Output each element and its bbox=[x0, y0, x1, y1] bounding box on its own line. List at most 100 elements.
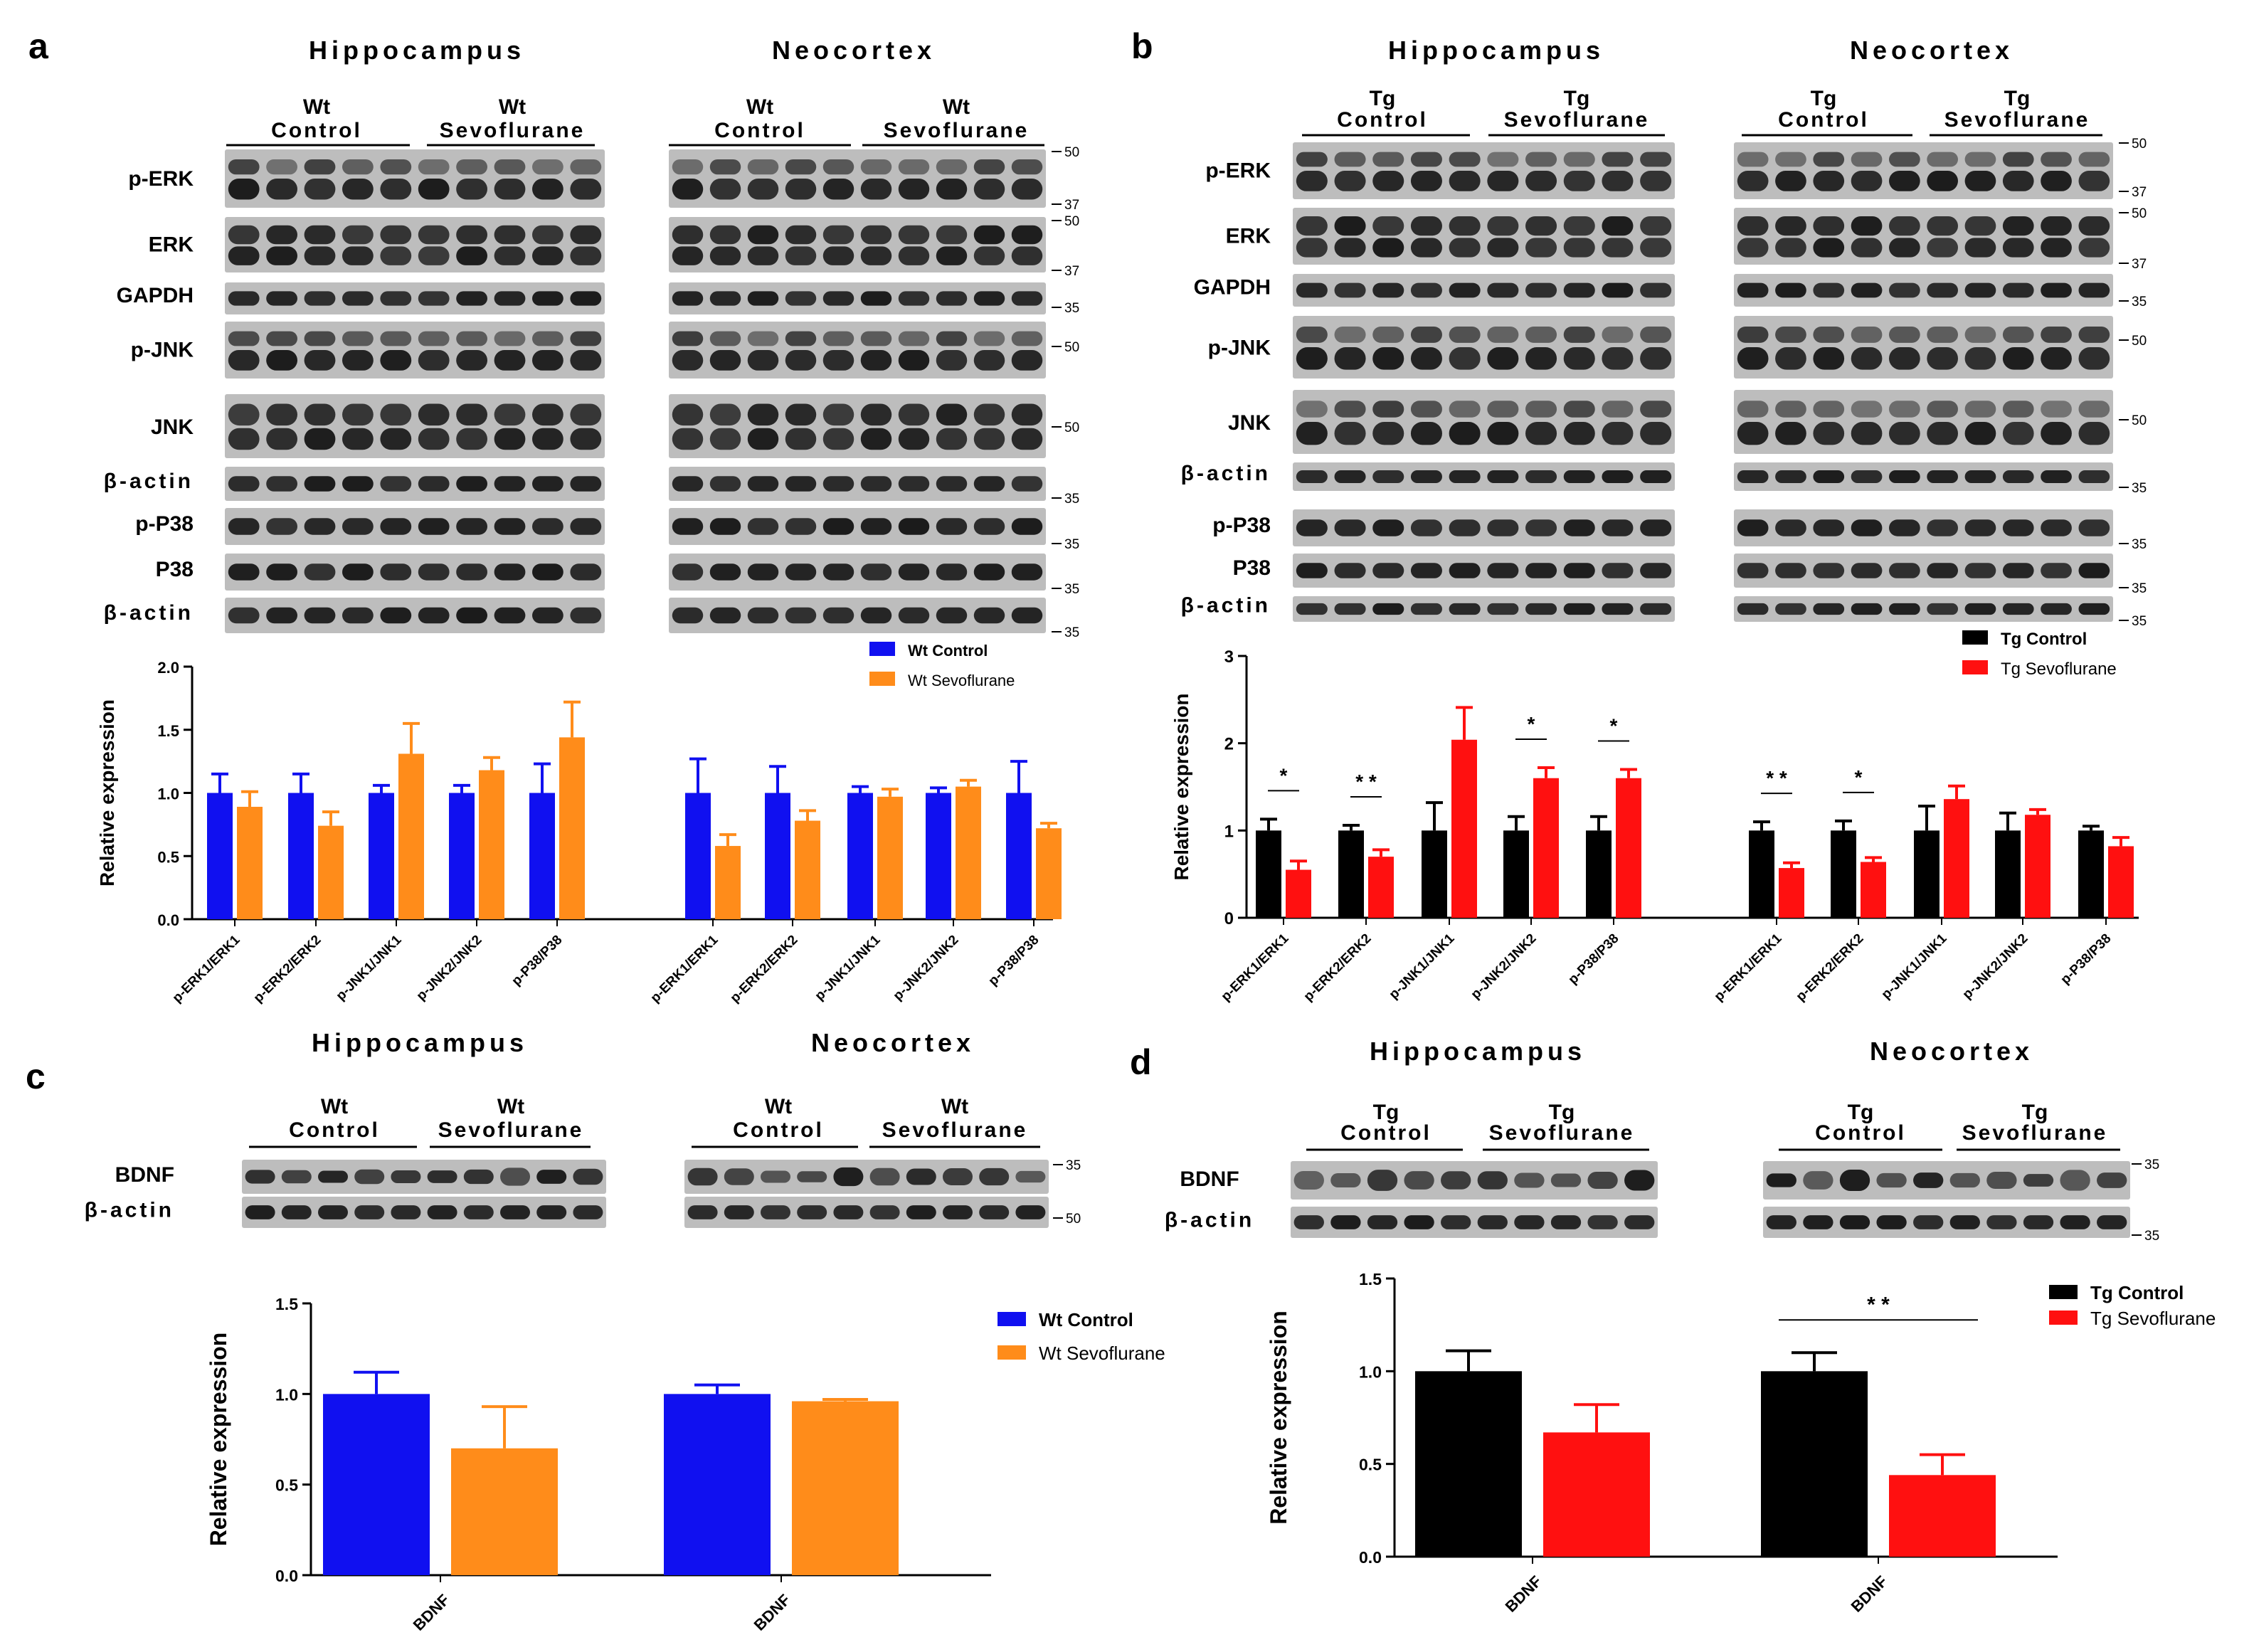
legend-label: Tg Sevoflurane bbox=[2001, 660, 2117, 679]
group-label-genotype: Tg bbox=[1549, 1101, 1575, 1124]
blot-band bbox=[709, 518, 741, 535]
blot-band bbox=[456, 225, 487, 245]
blot-band bbox=[342, 291, 374, 306]
blot-band bbox=[822, 518, 854, 535]
blot-band bbox=[1550, 1173, 1582, 1187]
western-blot-strip bbox=[1291, 1161, 1658, 1200]
blot-row-label: P38 bbox=[156, 558, 194, 581]
blot-band bbox=[1487, 152, 1519, 167]
blot-band bbox=[1525, 519, 1557, 536]
blot-band bbox=[266, 331, 297, 346]
blot-band bbox=[1640, 238, 1672, 258]
blot-band bbox=[1563, 216, 1595, 236]
blot-band bbox=[304, 246, 336, 265]
blot-background bbox=[669, 598, 1046, 633]
legend-swatch bbox=[869, 642, 895, 656]
blot-band bbox=[1563, 563, 1595, 578]
blot-band bbox=[1851, 171, 1883, 191]
blot-band bbox=[380, 246, 412, 265]
blot-background bbox=[1734, 274, 2113, 307]
group-label-treatment: Sevoflurane bbox=[1962, 1121, 2108, 1145]
bar-control bbox=[1338, 830, 1364, 918]
blot-band bbox=[973, 179, 1005, 200]
region-title: Neocortex bbox=[811, 1028, 975, 1057]
blot-band bbox=[281, 1205, 312, 1219]
bar-sevoflurane bbox=[479, 770, 504, 919]
blot-band bbox=[785, 350, 817, 371]
blot-band bbox=[2041, 563, 2072, 578]
blot-band bbox=[2078, 401, 2110, 418]
blot-row-label: p-P38 bbox=[135, 512, 194, 536]
western-blot-strip bbox=[1293, 142, 1675, 199]
blot-band bbox=[1449, 238, 1481, 258]
blot-band bbox=[532, 428, 563, 450]
group-label-treatment: Control bbox=[1778, 108, 1869, 132]
blot-band bbox=[785, 518, 817, 535]
y-tick-label: 0.5 bbox=[1359, 1456, 1382, 1474]
group-label-treatment: Control bbox=[289, 1118, 380, 1142]
y-tick-label: 1.0 bbox=[275, 1385, 298, 1404]
blot-band bbox=[418, 476, 450, 492]
region-title: Neocortex bbox=[772, 36, 936, 65]
bar-sevoflurane bbox=[715, 846, 741, 919]
mw-marker-label: 50 bbox=[2132, 206, 2147, 221]
blot-band bbox=[418, 563, 450, 581]
blot-band bbox=[724, 1168, 754, 1185]
blot-band bbox=[1737, 152, 1769, 167]
x-tick-label: p-JNK2/JNK2 bbox=[891, 933, 962, 1004]
blot-band bbox=[1640, 216, 1672, 236]
blot-band bbox=[747, 225, 779, 245]
blot-band bbox=[1913, 1172, 1944, 1188]
blot-band bbox=[2078, 216, 2110, 236]
blot-background bbox=[1293, 509, 1675, 546]
blot-band bbox=[1372, 563, 1404, 578]
blot-band bbox=[1602, 171, 1634, 191]
blot-band bbox=[822, 246, 854, 265]
group-label-treatment: Sevoflurane bbox=[884, 119, 1030, 142]
legend-swatch bbox=[2049, 1285, 2078, 1299]
blot-band bbox=[1011, 476, 1043, 492]
blot-band bbox=[342, 428, 374, 450]
blot-band bbox=[860, 246, 892, 265]
blot-band bbox=[380, 179, 412, 200]
blot-band bbox=[797, 1171, 827, 1182]
blot-band bbox=[228, 518, 260, 535]
blot-band bbox=[536, 1170, 567, 1184]
blot-band bbox=[1011, 225, 1043, 245]
western-blot-strip bbox=[1734, 274, 2113, 307]
blot-band bbox=[860, 403, 892, 426]
blot-band bbox=[342, 607, 374, 624]
blot-band bbox=[1487, 238, 1519, 258]
blot-band bbox=[380, 291, 412, 306]
blot-band bbox=[1334, 152, 1366, 167]
blot-band bbox=[1563, 470, 1595, 483]
region-title: Hippocampus bbox=[1370, 1037, 1586, 1066]
blot-band bbox=[1851, 347, 1883, 370]
group-label-genotype: Tg bbox=[1848, 1101, 1874, 1124]
blot-band bbox=[1964, 470, 1996, 483]
blot-band bbox=[2097, 1172, 2127, 1188]
bar-sevoflurane bbox=[1543, 1432, 1650, 1557]
blot-band bbox=[494, 179, 526, 200]
blot-band bbox=[2060, 1215, 2090, 1229]
blot-band bbox=[342, 403, 374, 426]
blot-band bbox=[973, 518, 1005, 535]
significance-marker: * bbox=[1855, 766, 1863, 788]
blot-band bbox=[427, 1170, 457, 1183]
blot-band bbox=[2002, 422, 2034, 445]
blot-band bbox=[354, 1205, 385, 1219]
blot-band bbox=[228, 331, 260, 346]
blot-band bbox=[936, 518, 968, 535]
blot-band bbox=[1487, 401, 1519, 418]
bar-control bbox=[1415, 1371, 1522, 1557]
group-label-treatment: Control bbox=[1337, 108, 1428, 132]
blot-band bbox=[1563, 326, 1595, 343]
blot-background bbox=[1293, 596, 1675, 622]
blot-band bbox=[1410, 171, 1442, 191]
blot-band bbox=[570, 518, 602, 535]
bar-sevoflurane bbox=[1861, 862, 1886, 918]
group-label-genotype: Tg bbox=[1811, 87, 1837, 110]
blot-band bbox=[2060, 1170, 2090, 1191]
western-blot-strip bbox=[669, 282, 1046, 314]
blot-band bbox=[1563, 347, 1595, 370]
